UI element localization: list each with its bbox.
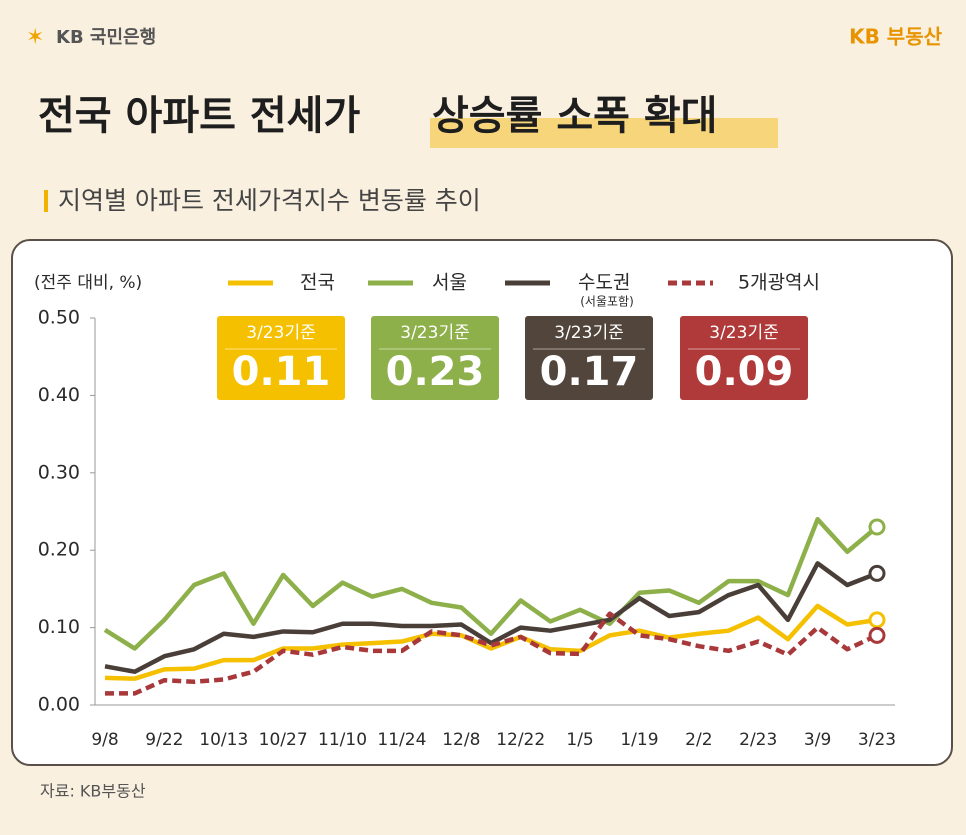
y-tick-label: 0.30	[38, 461, 80, 483]
x-tick-label: 2/23	[739, 730, 777, 750]
legend-label: 5개광역시	[738, 272, 820, 294]
badge-value: 0.09	[695, 349, 794, 395]
x-tick-label: 1/19	[620, 730, 658, 750]
x-tick-label: 3/23	[858, 730, 896, 750]
end-marker	[868, 564, 886, 582]
title-highlight-bg	[430, 118, 778, 148]
title-highlight: 상승률 소폭 확대	[432, 93, 717, 139]
bank-logo-group: ✶ KB 국민은행	[26, 25, 156, 50]
badge-value: 0.17	[540, 349, 639, 395]
value-badge	[525, 316, 653, 400]
y-axis-label: (전주 대비, %)	[34, 273, 142, 293]
x-tick-label: 9/22	[145, 730, 183, 750]
y-tick-label: 0.40	[38, 384, 80, 406]
series-line	[105, 611, 878, 696]
y-tick-label: 0.50	[38, 307, 80, 329]
value-badge	[371, 316, 499, 400]
badge-value: 0.23	[386, 349, 485, 395]
badge-label: 3/23기준	[709, 323, 778, 343]
bank-icon: ✶	[26, 25, 44, 50]
value-badge	[680, 316, 808, 400]
end-marker	[868, 626, 886, 644]
value-badge	[217, 316, 345, 400]
x-tick-label: 10/13	[199, 730, 248, 750]
x-tick-label: 2/2	[685, 730, 712, 750]
bank-logo: KB 국민은행	[56, 27, 156, 48]
y-tick-label: 0.10	[38, 616, 80, 638]
x-tick-label: 11/10	[318, 730, 367, 750]
series-line	[104, 603, 878, 681]
subtitle: 지역별 아파트 전세가격지수 변동률 추이	[58, 186, 481, 215]
brand-logo: KB 부동산	[849, 25, 943, 49]
end-marker	[868, 518, 886, 536]
title: 전국 아파트 전세가	[38, 93, 360, 139]
legend-label: 수도권	[578, 272, 630, 294]
badge-value: 0.11	[232, 349, 331, 395]
badge-label: 3/23기준	[246, 323, 315, 343]
x-tick-label: 1/5	[566, 730, 593, 750]
series-line	[103, 516, 879, 651]
x-tick-label: 12/8	[442, 730, 480, 750]
legend-label: 서울	[432, 272, 467, 294]
badge-label: 3/23기준	[400, 323, 469, 343]
x-tick-label: 9/8	[91, 730, 118, 750]
x-tick-label: 3/9	[804, 730, 831, 750]
x-tick-label: 11/24	[377, 730, 426, 750]
legend-note: (서울포함)	[580, 295, 634, 309]
source: 자료: KB부동산	[40, 782, 146, 801]
legend-label: 전국	[300, 272, 335, 294]
end-marker	[868, 611, 886, 629]
badge-label: 3/23기준	[554, 323, 623, 343]
x-tick-label: 10/27	[259, 730, 308, 750]
subtitle-bar	[44, 190, 48, 212]
y-tick-label: 0.20	[38, 539, 80, 561]
y-tick-label: 0.00	[38, 694, 80, 716]
x-tick-label: 12/22	[496, 730, 545, 750]
